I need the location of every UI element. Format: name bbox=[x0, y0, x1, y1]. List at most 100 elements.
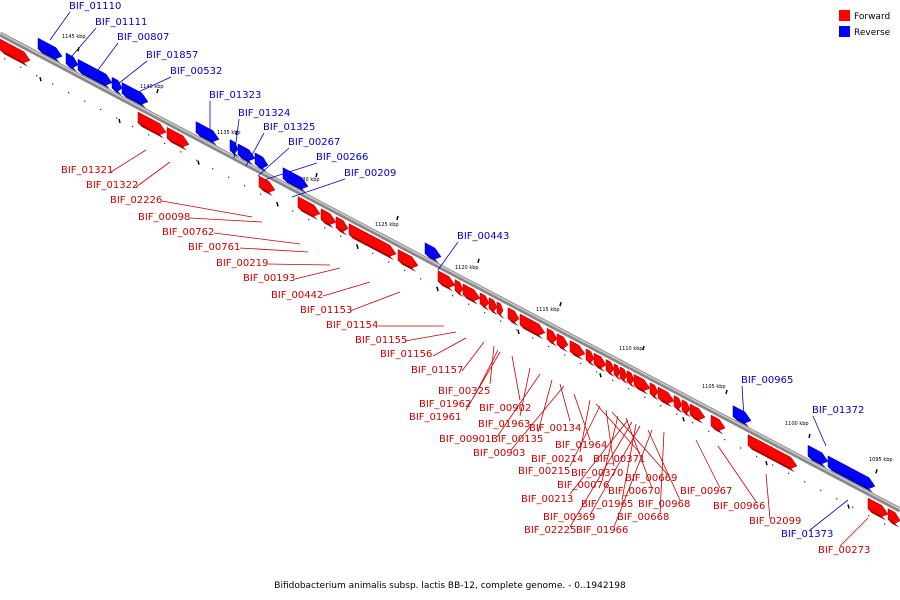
reverse-gene-arrow[interactable] bbox=[732, 405, 752, 424]
forward-gene-arrow[interactable] bbox=[297, 196, 321, 217]
gene-label[interactable]: BIF_00901 bbox=[439, 434, 491, 445]
forward-gene-arrow[interactable] bbox=[454, 279, 464, 294]
forward-gene-arrow[interactable] bbox=[613, 363, 621, 377]
reverse-gene-arrow[interactable] bbox=[254, 152, 269, 169]
gene-label[interactable]: BIF_00966 bbox=[713, 501, 765, 512]
gene-label[interactable]: BIF_02225 bbox=[524, 525, 576, 536]
gene-label[interactable]: BIF_01966 bbox=[576, 525, 628, 536]
gene-label[interactable]: BIF_01153 bbox=[300, 305, 352, 316]
forward-gene-arrow[interactable] bbox=[649, 382, 659, 397]
gene-label[interactable]: BIF_01964 bbox=[555, 440, 607, 451]
reverse-gene-arrow[interactable] bbox=[424, 242, 442, 260]
forward-gene-arrow[interactable] bbox=[507, 307, 520, 323]
gene-label[interactable]: BIF_02099 bbox=[749, 516, 801, 527]
reverse-gene-arrow[interactable] bbox=[807, 444, 829, 465]
gene-label[interactable]: BIF_00219 bbox=[216, 258, 268, 269]
gene-label[interactable]: BIF_00670 bbox=[608, 486, 660, 497]
reverse-gene-arrow[interactable] bbox=[237, 143, 256, 161]
gene-label[interactable]: BIF_01157 bbox=[411, 365, 463, 376]
forward-gene-arrow[interactable] bbox=[479, 292, 490, 308]
forward-gene-arrow[interactable] bbox=[593, 352, 607, 369]
forward-gene-arrow[interactable] bbox=[619, 366, 628, 381]
gene-label[interactable]: BIF_01324 bbox=[238, 108, 290, 119]
gene-label[interactable]: BIF_01965 bbox=[581, 499, 633, 510]
gene-label[interactable]: BIF_00215 bbox=[518, 466, 570, 477]
gene-label[interactable]: BIF_01322 bbox=[86, 180, 138, 191]
gene-label[interactable]: BIF_01321 bbox=[61, 165, 113, 176]
forward-gene-arrow[interactable] bbox=[747, 434, 798, 469]
gene-label[interactable]: BIF_00371 bbox=[593, 454, 645, 465]
gene-label[interactable]: BIF_00098 bbox=[138, 212, 190, 223]
gene-label[interactable]: BIF_00369 bbox=[543, 512, 595, 523]
gene-label[interactable]: BIF_00267 bbox=[288, 137, 340, 148]
forward-gene-arrow[interactable] bbox=[569, 340, 586, 357]
gene-label[interactable]: BIF_00209 bbox=[344, 168, 396, 179]
forward-gene-arrow[interactable] bbox=[887, 508, 900, 524]
forward-gene-arrow[interactable] bbox=[605, 359, 615, 374]
gene-label[interactable]: BIF_00762 bbox=[162, 227, 214, 238]
gene-label[interactable]: BIF_01155 bbox=[355, 335, 407, 346]
forward-gene-arrow[interactable] bbox=[689, 403, 706, 420]
gene-label[interactable]: BIF_01111 bbox=[95, 17, 147, 28]
reverse-gene-arrow[interactable] bbox=[65, 52, 79, 69]
gene-label[interactable]: BIF_00965 bbox=[741, 375, 793, 386]
forward-gene-arrow[interactable] bbox=[348, 223, 397, 257]
gene-label[interactable]: BIF_00807 bbox=[117, 32, 169, 43]
gene-label[interactable]: BIF_01325 bbox=[263, 122, 315, 133]
forward-gene-arrow[interactable] bbox=[673, 395, 683, 410]
forward-gene-arrow[interactable] bbox=[585, 348, 595, 363]
gene-label[interactable]: BIF_00668 bbox=[617, 512, 669, 523]
forward-gene-arrow[interactable] bbox=[681, 399, 691, 414]
gene-label[interactable]: BIF_00134 bbox=[529, 423, 581, 434]
gene-label[interactable]: BIF_01963 bbox=[478, 419, 530, 430]
gene-label[interactable]: BIF_01372 bbox=[812, 405, 864, 416]
forward-gene-arrow[interactable] bbox=[496, 301, 504, 316]
gene-label[interactable]: BIF_00214 bbox=[531, 454, 583, 465]
gene-label[interactable]: BIF_00967 bbox=[680, 486, 732, 497]
gene-label[interactable]: BIF_00370 bbox=[571, 468, 623, 479]
gene-label[interactable]: BIF_00903 bbox=[473, 448, 525, 459]
reverse-gene-arrow[interactable] bbox=[229, 139, 239, 154]
forward-gene-arrow[interactable] bbox=[867, 497, 889, 517]
reverse-gene-arrow[interactable] bbox=[195, 121, 220, 142]
forward-gene-arrow[interactable] bbox=[0, 38, 31, 63]
forward-gene-arrow[interactable] bbox=[556, 333, 569, 349]
forward-gene-arrow[interactable] bbox=[335, 216, 349, 232]
forward-gene-arrow[interactable] bbox=[137, 111, 167, 135]
gene-label[interactable]: BIF_01110 bbox=[69, 1, 121, 12]
gene-label[interactable]: BIF_01154 bbox=[326, 320, 378, 331]
forward-gene-arrow[interactable] bbox=[633, 373, 651, 391]
gene-label[interactable]: BIF_01961 bbox=[409, 412, 461, 423]
forward-gene-arrow[interactable] bbox=[488, 297, 498, 312]
reverse-gene-arrow[interactable] bbox=[77, 58, 113, 86]
reverse-gene-arrow[interactable] bbox=[111, 76, 123, 92]
gene-label[interactable]: BIF_00442 bbox=[271, 290, 323, 301]
gene-label[interactable]: BIF_00968 bbox=[638, 499, 690, 510]
forward-gene-arrow[interactable] bbox=[258, 175, 276, 193]
gene-label[interactable]: BIF_01962 bbox=[419, 399, 471, 410]
forward-gene-arrow[interactable] bbox=[710, 414, 726, 431]
gene-label[interactable]: BIF_02226 bbox=[110, 195, 162, 206]
gene-label[interactable]: BIF_00902 bbox=[479, 403, 531, 414]
forward-gene-arrow[interactable] bbox=[320, 208, 337, 225]
reverse-gene-arrow[interactable] bbox=[37, 37, 63, 59]
gene-label[interactable]: BIF_00076 bbox=[557, 480, 609, 491]
forward-gene-arrow[interactable] bbox=[626, 370, 635, 385]
gene-label[interactable]: BIF_00273 bbox=[818, 545, 870, 556]
forward-gene-arrow[interactable] bbox=[462, 283, 481, 301]
gene-label[interactable]: BIF_00135 bbox=[491, 434, 543, 445]
gene-label[interactable]: BIF_00761 bbox=[188, 242, 240, 253]
reverse-gene-arrow[interactable] bbox=[282, 167, 309, 189]
forward-gene-arrow[interactable] bbox=[519, 313, 546, 336]
gene-label[interactable]: BIF_00213 bbox=[521, 494, 573, 505]
gene-label[interactable]: BIF_01323 bbox=[209, 90, 261, 101]
forward-gene-arrow[interactable] bbox=[546, 327, 558, 343]
gene-label[interactable]: BIF_00266 bbox=[316, 152, 368, 163]
reverse-gene-arrow[interactable] bbox=[827, 455, 876, 489]
forward-gene-arrow[interactable] bbox=[166, 126, 190, 148]
forward-gene-arrow[interactable] bbox=[437, 270, 456, 288]
gene-label[interactable]: BIF_01156 bbox=[380, 349, 432, 360]
gene-label[interactable]: BIF_00443 bbox=[457, 231, 509, 242]
gene-label[interactable]: BIF_00325 bbox=[438, 386, 490, 397]
forward-gene-arrow[interactable] bbox=[657, 386, 675, 404]
